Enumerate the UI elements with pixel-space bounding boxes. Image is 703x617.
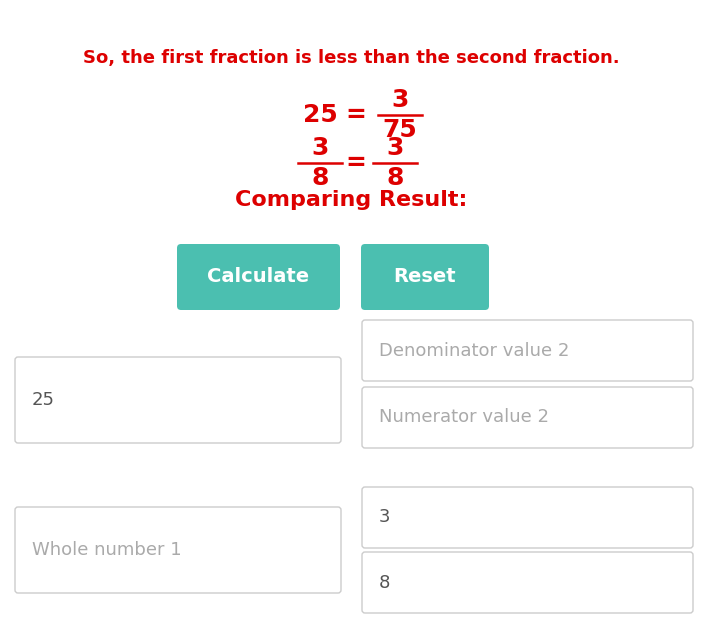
Text: 8: 8: [311, 166, 329, 190]
FancyBboxPatch shape: [362, 320, 693, 381]
FancyBboxPatch shape: [177, 244, 340, 310]
Text: 25: 25: [302, 103, 337, 127]
Text: 3: 3: [392, 88, 408, 112]
Text: Whole number 1: Whole number 1: [32, 541, 181, 559]
Text: Denominator value 2: Denominator value 2: [379, 341, 569, 360]
FancyBboxPatch shape: [362, 552, 693, 613]
FancyBboxPatch shape: [362, 387, 693, 448]
Text: 8: 8: [379, 573, 390, 592]
FancyBboxPatch shape: [15, 357, 341, 443]
Text: Reset: Reset: [394, 268, 456, 286]
Text: 3: 3: [379, 508, 390, 526]
Text: Calculate: Calculate: [207, 268, 309, 286]
FancyBboxPatch shape: [361, 244, 489, 310]
Text: Numerator value 2: Numerator value 2: [379, 408, 549, 426]
Text: 3: 3: [387, 136, 404, 160]
Text: =: =: [346, 103, 366, 127]
Text: So, the first fraction is less than the second fraction.: So, the first fraction is less than the …: [83, 49, 620, 67]
Text: 3: 3: [311, 136, 329, 160]
Text: 25: 25: [32, 391, 55, 409]
FancyBboxPatch shape: [15, 507, 341, 593]
Text: 8: 8: [387, 166, 404, 190]
Text: Comparing Result:: Comparing Result:: [235, 190, 467, 210]
FancyBboxPatch shape: [362, 487, 693, 548]
Text: =: =: [346, 151, 366, 175]
Text: 75: 75: [382, 118, 418, 142]
